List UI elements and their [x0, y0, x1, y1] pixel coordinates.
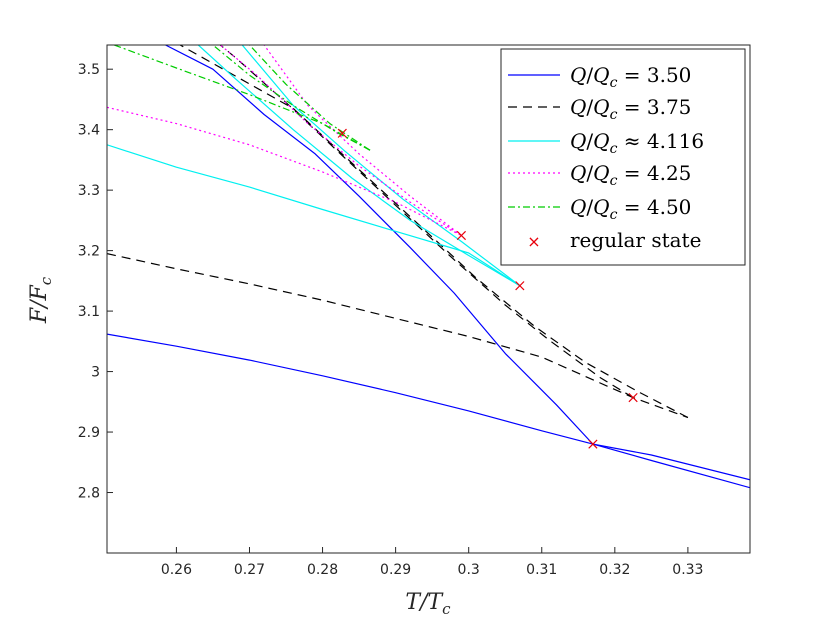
series-4-branch-1 — [212, 45, 371, 151]
plot-frame — [106, 44, 751, 554]
y-tick-label: 2.9 — [78, 425, 100, 441]
x-tick-label: 0.29 — [380, 562, 411, 578]
series-0-branch-1 — [165, 45, 594, 445]
y-tick-label: 3.2 — [78, 244, 100, 260]
regular-state-marker — [628, 392, 638, 403]
y-tick-label: 3.4 — [78, 123, 100, 139]
regular-state-marker — [456, 230, 467, 241]
y-tick-label: 3.3 — [78, 183, 100, 199]
series-4-branch-2 — [249, 45, 371, 151]
series-2-branch-1 — [197, 45, 521, 287]
legend-label-4116: Q/Qc ≈ 4.116 — [570, 129, 704, 157]
x-tick-label: 0.28 — [307, 562, 338, 578]
x-tick-label: 0.32 — [599, 562, 630, 578]
series-2-branch-0 — [107, 144, 521, 287]
series-0-branch-2 — [592, 443, 750, 481]
x-axis-label: T/Tc — [405, 590, 451, 618]
series-0-branch-0 — [107, 333, 750, 489]
legend-label-375: Q/Qc = 3.75 — [570, 95, 691, 123]
series-3-branch-0 — [107, 106, 462, 237]
series-layer — [107, 45, 750, 489]
y-tick-label: 2.8 — [78, 486, 100, 502]
series-2-branch-2 — [241, 45, 521, 287]
y-tick-label: 3.1 — [78, 304, 100, 320]
series-3-branch-1 — [219, 45, 462, 237]
series-1-branch-0 — [107, 253, 689, 419]
series-3-branch-2 — [263, 45, 462, 236]
x-tick-label: 0.33 — [672, 562, 703, 578]
y-axis-label: F/Fc — [27, 276, 55, 324]
legend-label-350: Q/Qc = 3.50 — [570, 63, 691, 91]
legend: Q/Qc = 3.50 Q/Qc = 3.75 Q/Qc ≈ 4.116 Q/Q… — [500, 48, 746, 266]
y-tick-label: 3.5 — [78, 62, 100, 78]
legend-label-425: Q/Qc = 4.25 — [570, 161, 691, 189]
legend-box — [500, 48, 746, 266]
marker-layer — [337, 128, 638, 449]
series-1-branch-2 — [179, 45, 689, 419]
legend-marker-regular: × — [527, 232, 540, 251]
x-tick-label: 0.3 — [458, 562, 480, 578]
regular-state-marker — [588, 439, 598, 449]
tick-layer: 0.26 0.27 0.28 0.29 0.3 0.31 0.32 0.33 2.8 2.9 3 3.… — [78, 62, 704, 578]
legend-label-regular: regular state — [570, 228, 701, 252]
series-4-branch-0 — [114, 45, 371, 151]
regular-state-marker — [515, 281, 525, 291]
x-tick-label: 0.27 — [234, 562, 265, 578]
x-tick-label: 0.31 — [526, 562, 557, 578]
x-tick-label: 0.26 — [161, 562, 192, 578]
regular-state-marker — [337, 128, 347, 138]
y-tick-label: 3 — [91, 365, 100, 381]
legend-label-450: Q/Qc = 4.50 — [570, 195, 691, 223]
